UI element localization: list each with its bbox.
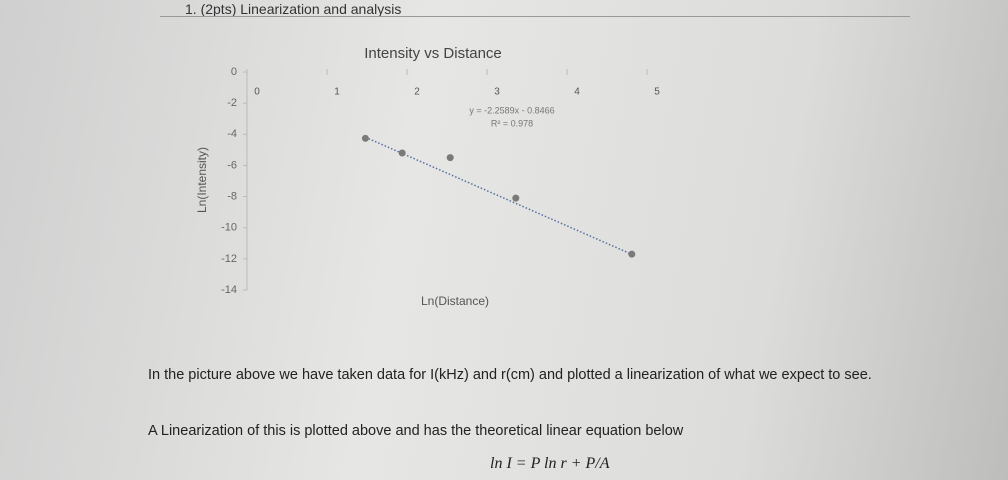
- rule: [160, 16, 910, 17]
- point: [512, 194, 520, 202]
- trendline: [365, 136, 633, 256]
- y-tick-label: -8: [227, 190, 237, 202]
- point: [628, 250, 636, 258]
- point: [361, 134, 369, 142]
- y-tick-label: -2: [227, 97, 237, 109]
- x-tick-label: 0: [254, 87, 260, 98]
- y-tick-label: -4: [227, 128, 237, 140]
- paragraph: In the picture above we have taken data …: [148, 367, 872, 383]
- x-tick-label: 5: [654, 87, 660, 98]
- point: [398, 149, 406, 157]
- x-tick-label: 4: [574, 87, 580, 98]
- trendline-label: y = -2.2589x - 0.8466: [469, 105, 554, 115]
- x-tick-label: 2: [414, 87, 420, 98]
- x-axis-label: Ln(Distance): [421, 294, 489, 308]
- y-tick-label: -12: [221, 253, 237, 265]
- y-axis-label: Ln(Intensity): [195, 147, 209, 213]
- x-tick-label: 3: [494, 87, 500, 98]
- header-title: 1. (2pts) Linearization and analysis: [185, 1, 402, 17]
- y-tick-label: -14: [221, 284, 237, 296]
- trendline-r2: R² = 0.978: [491, 118, 533, 128]
- x-tick-label: 1: [334, 87, 340, 98]
- y-tick-label: -10: [221, 222, 237, 234]
- paragraph: A Linearization of this is plotted above…: [148, 423, 684, 439]
- chart: Intensity vs Distance Ln(Distance) Ln(In…: [195, 45, 660, 308]
- chart-title: Intensity vs Distance: [364, 45, 502, 62]
- point: [446, 154, 454, 162]
- y-tick-label: -6: [227, 159, 237, 171]
- equation: ln I = P ln r + P/A: [490, 455, 610, 472]
- y-tick-label: 0: [231, 66, 237, 78]
